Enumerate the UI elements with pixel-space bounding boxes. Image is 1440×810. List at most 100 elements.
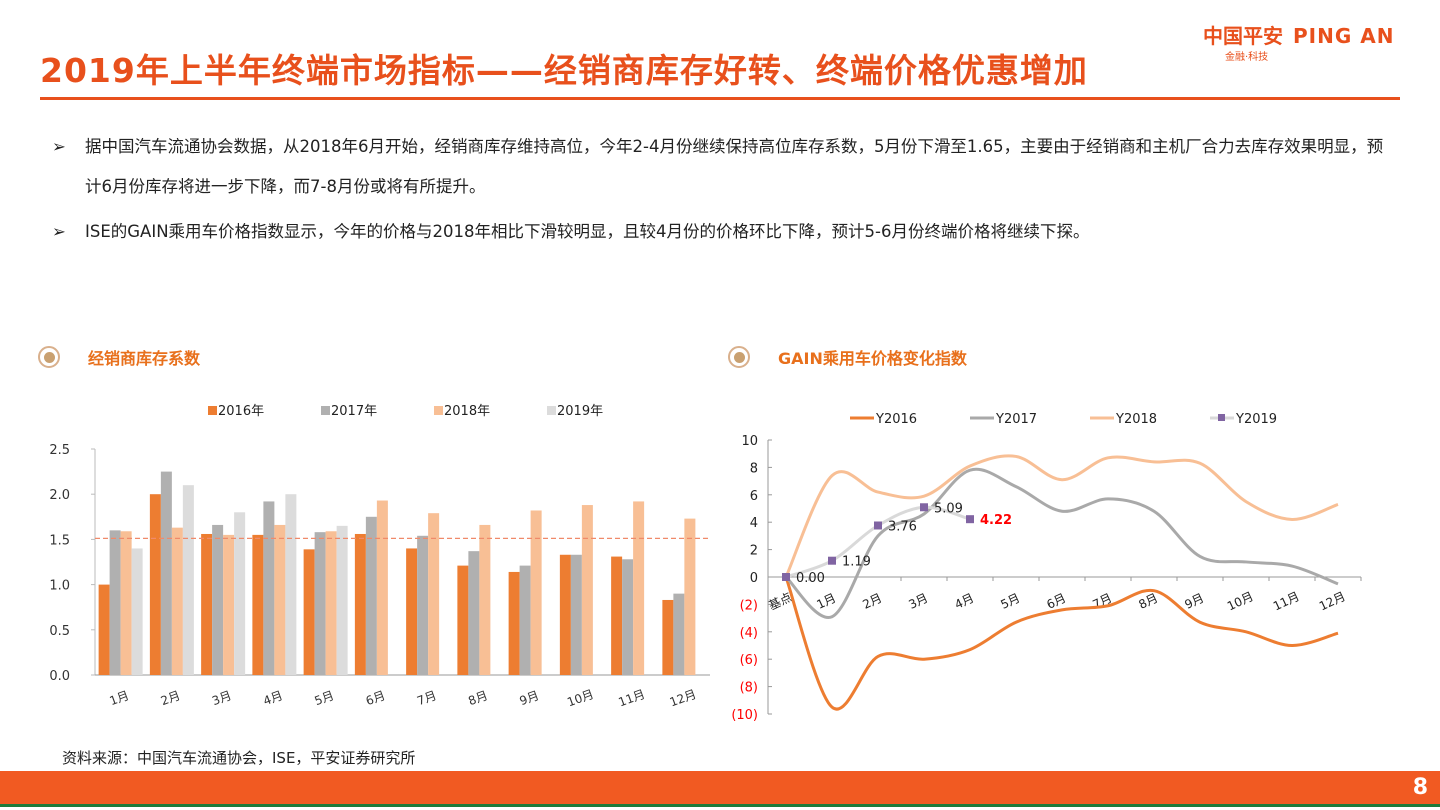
inventory-bar-chart: 0.0 0.5 1.0 1.5 2.0 2.5 1月 2月 3月 4月 5月 6月 7月 8月 9月 10月 1… [49, 404, 710, 709]
x-tick-label: 11月 [617, 687, 647, 709]
arrow-bullet-icon: ➢ [52, 137, 66, 156]
arrow-bullet-icon: ➢ [52, 222, 66, 241]
bullet-text: ISE的GAIN乘用车价格指数显示，今年的价格与2018年相比下滑较明显，且较4… [85, 222, 1090, 241]
y-tick-label: (2) [740, 598, 758, 613]
bar-2017年 [417, 535, 429, 675]
legend-label: 2017年 [331, 404, 377, 419]
legend-swatch [321, 406, 330, 415]
y-tick-label: 0.5 [49, 624, 70, 639]
bar-2016年 [98, 584, 110, 675]
legend-swatch [547, 406, 556, 415]
legend-marker [1218, 414, 1225, 421]
y-tick-label: 6 [750, 489, 758, 504]
title-divider [40, 97, 1400, 100]
bar-2016年 [406, 548, 418, 675]
bar-2018年 [274, 524, 286, 675]
bar-2018年 [428, 513, 440, 675]
series-line-Y2017 [784, 467, 1339, 619]
data-label: 1.19 [842, 555, 871, 570]
bar-2016年 [201, 533, 213, 675]
bar-2019年 [234, 512, 246, 675]
source-note: 资料来源：中国汽车流通协会，ISE，平安证券研究所 [62, 749, 416, 767]
bar-2017年 [519, 565, 531, 675]
series-line-Y2016 [784, 576, 1339, 711]
bar-2017年 [109, 530, 121, 675]
page-number: 8 [1412, 775, 1428, 800]
bar-2018年 [633, 501, 645, 675]
series-line-Y2018 [784, 454, 1339, 578]
legend-swatch [208, 406, 217, 415]
bar-2018年 [530, 510, 542, 675]
bar-2016年 [508, 571, 520, 675]
bar-2017年 [160, 471, 172, 675]
bullet-text: 据中国汽车流通协会数据，从2018年6月开始，经销商库存维持高位，今年2-4月份… [85, 137, 1384, 196]
bar-2017年 [263, 501, 275, 675]
x-tick-label: 9月 [1182, 591, 1206, 612]
line-chart-title: GAIN乘用车价格变化指数 [778, 349, 967, 368]
bar-2017年 [468, 551, 480, 675]
legend-label: Y2019 [1235, 412, 1277, 427]
y-tick-label: 2 [750, 544, 758, 559]
x-tick-label: 10月 [1225, 589, 1256, 613]
data-label: 0.00 [796, 571, 825, 586]
x-tick-label: 12月 [668, 687, 698, 709]
y-tick-label: 0.0 [49, 669, 70, 684]
x-tick-label: 8月 [1136, 591, 1160, 612]
bar-2017年 [212, 524, 224, 675]
ping-an-logo: 中国平安 PING AN [1203, 20, 1394, 49]
footer-bar: 8 [0, 771, 1440, 807]
circle-bullet-icon [38, 346, 60, 368]
bar-2016年 [611, 556, 623, 675]
bar-2016年 [457, 565, 469, 675]
x-tick-label: 7月 [415, 688, 438, 708]
bar-2018年 [376, 500, 388, 675]
circle-bullet-icon [728, 346, 750, 368]
x-tick-label: 11月 [1271, 589, 1302, 613]
bar-2017年 [622, 559, 634, 675]
legend-label: 2016年 [218, 404, 264, 419]
bar-2017年 [314, 532, 326, 675]
bar-2016年 [149, 494, 161, 675]
x-tick-label: 8月 [466, 688, 489, 708]
x-tick-label: 5月 [313, 688, 336, 708]
x-tick-label: 9月 [518, 688, 541, 708]
legend-label: Y2016 [875, 412, 917, 427]
data-point-Y2019 [874, 521, 882, 530]
x-tick-label: 5月 [998, 591, 1022, 612]
legend-label: Y2018 [1115, 412, 1157, 427]
y-tick-label: 1.5 [49, 533, 70, 548]
logo-en: PING AN [1293, 24, 1395, 48]
y-tick-label: 2.5 [49, 443, 70, 458]
data-label: 4.22 [980, 513, 1012, 528]
bar-2018年 [684, 518, 696, 675]
y-tick-label: (4) [740, 626, 758, 641]
x-tick-label: 10月 [565, 687, 595, 709]
bar-2016年 [252, 534, 264, 675]
legend-swatch [434, 406, 443, 415]
bar-2016年 [303, 549, 315, 675]
bar-2018年 [479, 524, 491, 675]
y-tick-label: (10) [731, 708, 758, 723]
y-tick-label: 0 [750, 571, 758, 586]
data-point-Y2019 [782, 573, 790, 581]
bar-2017年 [365, 516, 377, 675]
page-title: 2019年上半年终端市场指标——经销商库存好转、终端价格优惠增加 [40, 51, 1088, 90]
x-tick-label: 12月 [1317, 589, 1348, 613]
bar-2016年 [354, 533, 366, 675]
x-tick-label: 4月 [261, 688, 284, 708]
y-tick-label: 4 [750, 516, 758, 531]
data-point-Y2019 [828, 556, 836, 565]
bar-2018年 [223, 534, 235, 675]
logo-tagline: 金融·科技 [1225, 52, 1269, 63]
data-point-Y2019 [920, 503, 928, 512]
x-tick-label: 3月 [210, 688, 233, 708]
legend-label: 2018年 [444, 404, 490, 419]
bar-2016年 [559, 554, 571, 675]
x-tick-label: 3月 [906, 591, 930, 612]
bar-chart-heading: 经销商库存系数 [38, 345, 200, 369]
data-label: 5.09 [934, 501, 963, 516]
bar-2017年 [570, 554, 582, 675]
data-point-Y2019 [966, 515, 974, 524]
line-chart-heading: GAIN乘用车价格变化指数 [728, 345, 967, 369]
bar-2016年 [662, 599, 674, 675]
